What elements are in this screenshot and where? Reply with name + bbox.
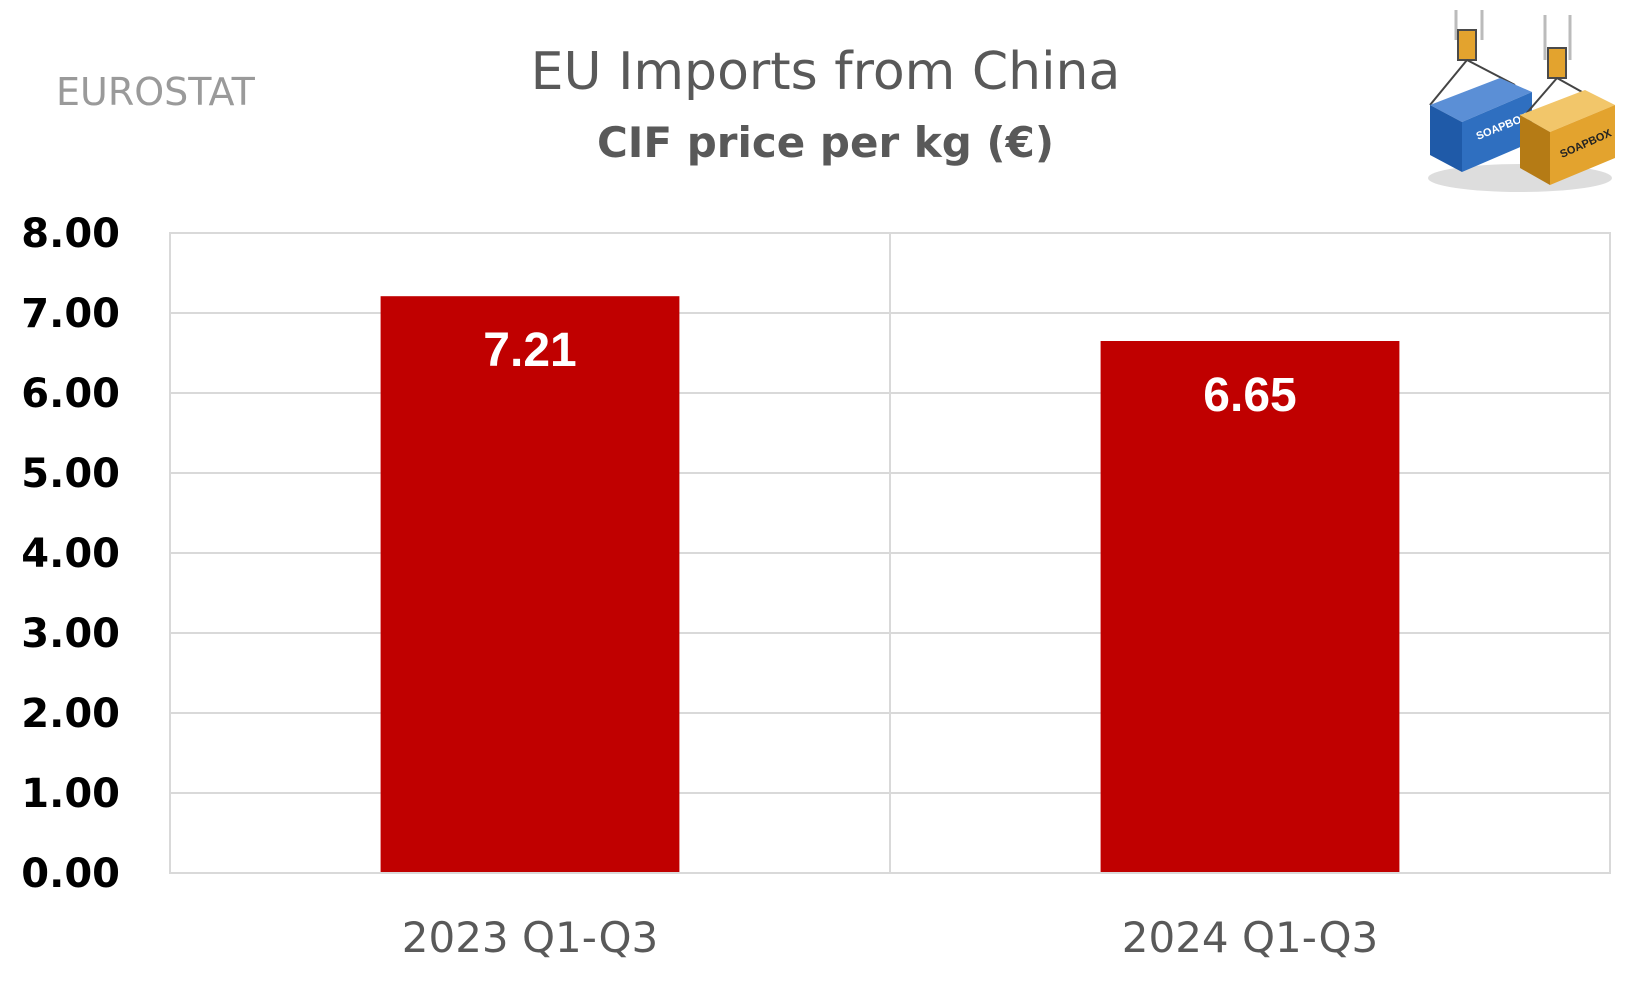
y-tick-label: 3.00: [21, 611, 120, 657]
crane-cables-icon: [1454, 10, 1572, 60]
bar: [380, 296, 680, 873]
y-tick-label: 4.00: [21, 531, 120, 577]
x-tick-label: 2024 Q1-Q3: [1122, 913, 1379, 962]
chart-subtitle: CIF price per kg (€): [596, 118, 1055, 167]
soapbox-logo: SOAPBOX SOAPBOX: [1428, 10, 1615, 192]
chart-title: EU Imports from China: [530, 42, 1121, 102]
crane-hooks-icon: [1457, 29, 1567, 79]
y-tick-label: 0.00: [21, 851, 120, 897]
y-tick-label: 5.00: [21, 451, 120, 497]
y-tick-label: 6.00: [21, 371, 120, 417]
bar-value-label: 7.21: [483, 324, 576, 377]
source-label: EUROSTAT: [56, 70, 255, 114]
x-tick-label: 2023 Q1-Q3: [402, 913, 659, 962]
y-tick-label: 7.00: [21, 291, 120, 337]
orange-container-icon: SOAPBOX: [1520, 77, 1615, 185]
y-tick-label: 8.00: [21, 211, 120, 257]
y-tick-label: 2.00: [21, 691, 120, 737]
bar: [1100, 341, 1400, 873]
bar-value-label: 6.65: [1203, 369, 1296, 422]
y-tick-label: 1.00: [21, 771, 120, 817]
